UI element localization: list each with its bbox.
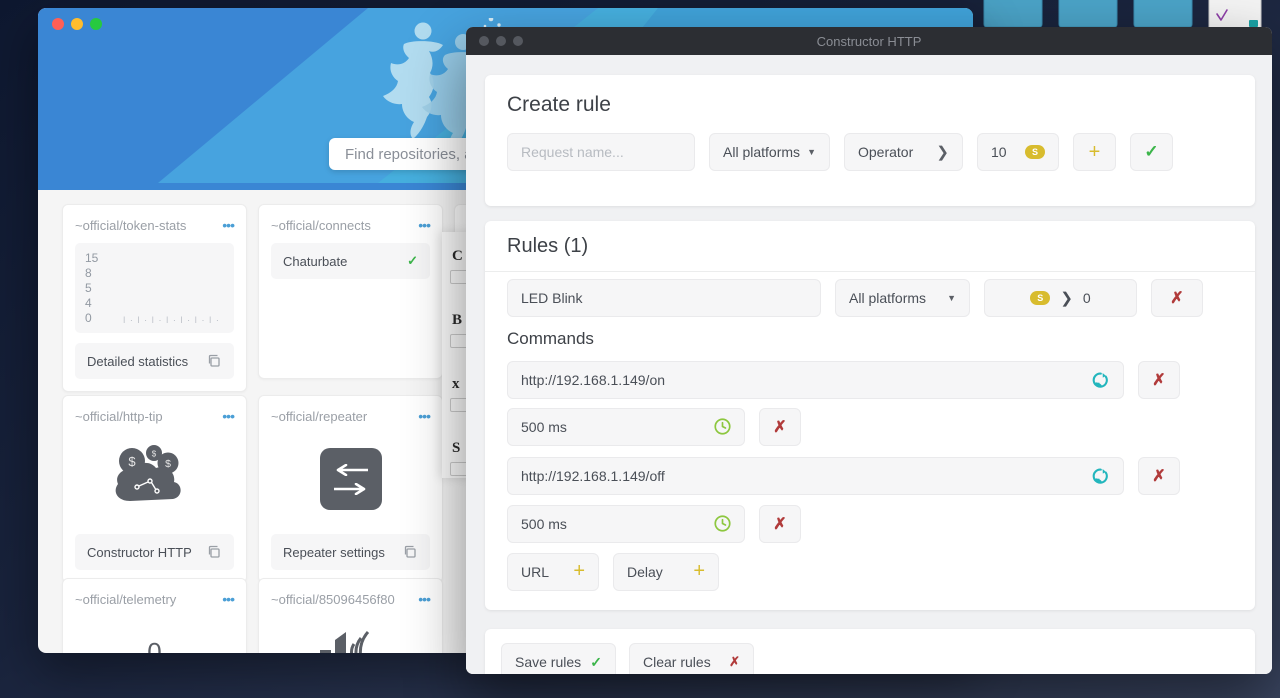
svg-text:$: $: [128, 454, 136, 469]
svg-text:$: $: [165, 458, 171, 470]
svg-text:$: $: [151, 450, 156, 459]
